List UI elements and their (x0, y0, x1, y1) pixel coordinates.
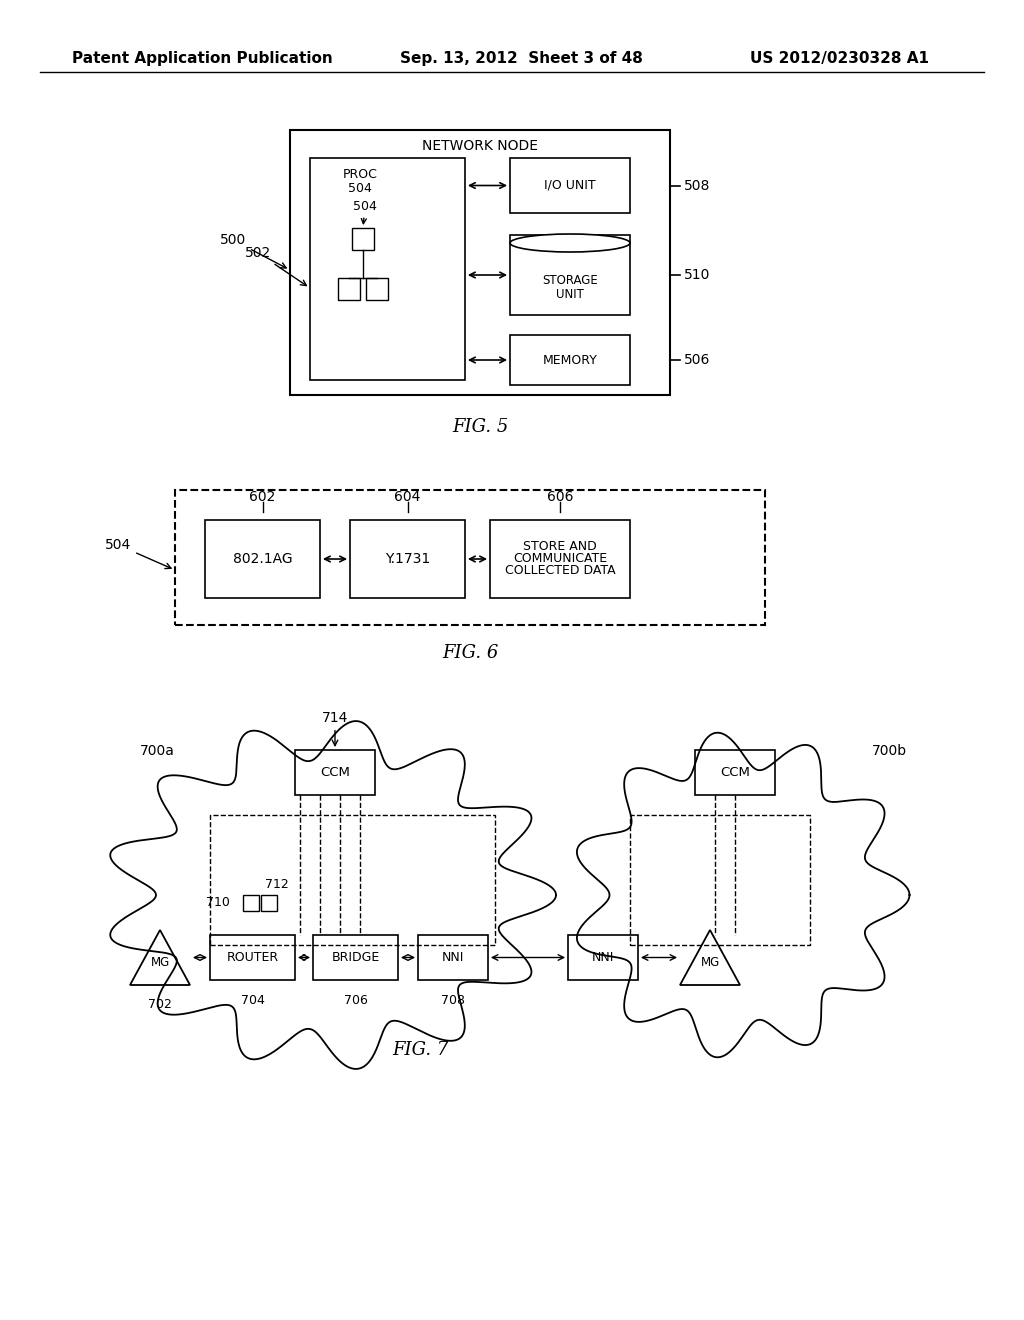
Text: I/O UNIT: I/O UNIT (544, 180, 596, 191)
Polygon shape (680, 931, 740, 985)
Text: COMMUNICATE: COMMUNICATE (513, 553, 607, 565)
Text: 706: 706 (344, 994, 368, 1006)
Text: 506: 506 (684, 352, 711, 367)
Text: FIG. 6: FIG. 6 (441, 644, 499, 663)
Text: 500: 500 (220, 234, 286, 268)
Text: STORE AND: STORE AND (523, 540, 597, 553)
Text: MG: MG (700, 957, 720, 969)
Text: 704: 704 (241, 994, 264, 1006)
Text: PROC: PROC (343, 168, 378, 181)
FancyBboxPatch shape (295, 750, 375, 795)
Ellipse shape (510, 234, 630, 252)
Text: 702: 702 (148, 998, 172, 1011)
FancyBboxPatch shape (261, 895, 278, 911)
FancyBboxPatch shape (418, 935, 488, 979)
Text: FIG. 5: FIG. 5 (452, 418, 508, 436)
Text: BRIDGE: BRIDGE (332, 950, 380, 964)
FancyBboxPatch shape (568, 935, 638, 979)
Text: ROUTER: ROUTER (226, 950, 279, 964)
FancyBboxPatch shape (350, 520, 465, 598)
Text: NNI: NNI (592, 950, 614, 964)
Text: 802.1AG: 802.1AG (232, 552, 292, 566)
FancyBboxPatch shape (338, 279, 360, 300)
Text: MG: MG (151, 957, 170, 969)
Text: 710: 710 (206, 896, 230, 909)
Text: NETWORK NODE: NETWORK NODE (422, 139, 538, 153)
FancyBboxPatch shape (695, 750, 775, 795)
Text: 604: 604 (394, 490, 421, 504)
FancyBboxPatch shape (366, 279, 388, 300)
FancyBboxPatch shape (290, 129, 670, 395)
FancyBboxPatch shape (210, 935, 295, 979)
Text: 714: 714 (322, 711, 348, 746)
Text: 502: 502 (245, 246, 306, 285)
Text: Patent Application Publication: Patent Application Publication (72, 50, 333, 66)
Text: CCM: CCM (321, 766, 350, 779)
Text: MEMORY: MEMORY (543, 354, 597, 367)
Text: 602: 602 (249, 490, 275, 504)
Text: 504: 504 (348, 181, 372, 194)
Polygon shape (130, 931, 190, 985)
Text: 510: 510 (684, 268, 711, 282)
Text: COLLECTED DATA: COLLECTED DATA (505, 565, 615, 578)
Text: UNIT: UNIT (556, 289, 584, 301)
Text: CCM: CCM (720, 766, 750, 779)
Text: 508: 508 (684, 178, 711, 193)
FancyBboxPatch shape (510, 235, 630, 315)
FancyBboxPatch shape (510, 158, 630, 213)
Text: 606: 606 (547, 490, 573, 504)
Text: US 2012/0230328 A1: US 2012/0230328 A1 (750, 50, 929, 66)
Text: STORAGE: STORAGE (542, 275, 598, 288)
Text: Sep. 13, 2012  Sheet 3 of 48: Sep. 13, 2012 Sheet 3 of 48 (400, 50, 643, 66)
Text: 504: 504 (105, 539, 171, 569)
FancyBboxPatch shape (490, 520, 630, 598)
Text: 700b: 700b (872, 744, 907, 758)
Text: FIG. 7: FIG. 7 (392, 1041, 449, 1059)
FancyBboxPatch shape (205, 520, 319, 598)
FancyBboxPatch shape (510, 335, 630, 385)
Text: 700a: 700a (140, 744, 175, 758)
FancyBboxPatch shape (243, 895, 259, 911)
Text: 504: 504 (353, 199, 377, 223)
FancyBboxPatch shape (310, 158, 465, 380)
FancyBboxPatch shape (313, 935, 398, 979)
Text: 708: 708 (441, 994, 465, 1006)
FancyBboxPatch shape (352, 228, 374, 249)
Text: 712: 712 (265, 879, 289, 891)
Text: Y.1731: Y.1731 (385, 552, 430, 566)
FancyBboxPatch shape (175, 490, 765, 624)
Text: NNI: NNI (441, 950, 464, 964)
